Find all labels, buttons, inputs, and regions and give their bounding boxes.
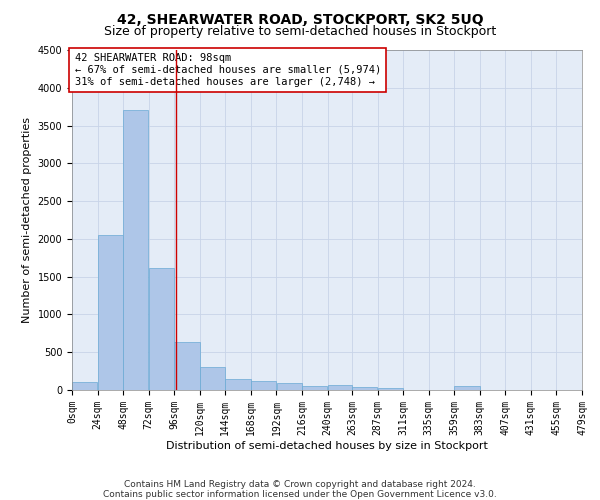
Bar bbox=[123, 110, 148, 390]
Text: Contains HM Land Registry data © Crown copyright and database right 2024.
Contai: Contains HM Land Registry data © Crown c… bbox=[103, 480, 497, 499]
Bar bbox=[149, 268, 174, 390]
Bar bbox=[98, 235, 123, 390]
Bar bbox=[352, 388, 377, 390]
Bar bbox=[72, 382, 97, 390]
Bar bbox=[251, 381, 276, 390]
Bar bbox=[175, 342, 200, 390]
Text: 42 SHEARWATER ROAD: 98sqm
← 67% of semi-detached houses are smaller (5,974)
31% : 42 SHEARWATER ROAD: 98sqm ← 67% of semi-… bbox=[74, 54, 381, 86]
Bar bbox=[277, 383, 302, 390]
Bar bbox=[226, 378, 251, 390]
Bar bbox=[378, 388, 403, 390]
Bar bbox=[302, 386, 328, 390]
Text: Size of property relative to semi-detached houses in Stockport: Size of property relative to semi-detach… bbox=[104, 25, 496, 38]
Y-axis label: Number of semi-detached properties: Number of semi-detached properties bbox=[22, 117, 32, 323]
Bar bbox=[200, 368, 225, 390]
Bar bbox=[328, 384, 352, 390]
X-axis label: Distribution of semi-detached houses by size in Stockport: Distribution of semi-detached houses by … bbox=[166, 440, 488, 450]
Bar bbox=[454, 386, 479, 390]
Text: 42, SHEARWATER ROAD, STOCKPORT, SK2 5UQ: 42, SHEARWATER ROAD, STOCKPORT, SK2 5UQ bbox=[116, 12, 484, 26]
